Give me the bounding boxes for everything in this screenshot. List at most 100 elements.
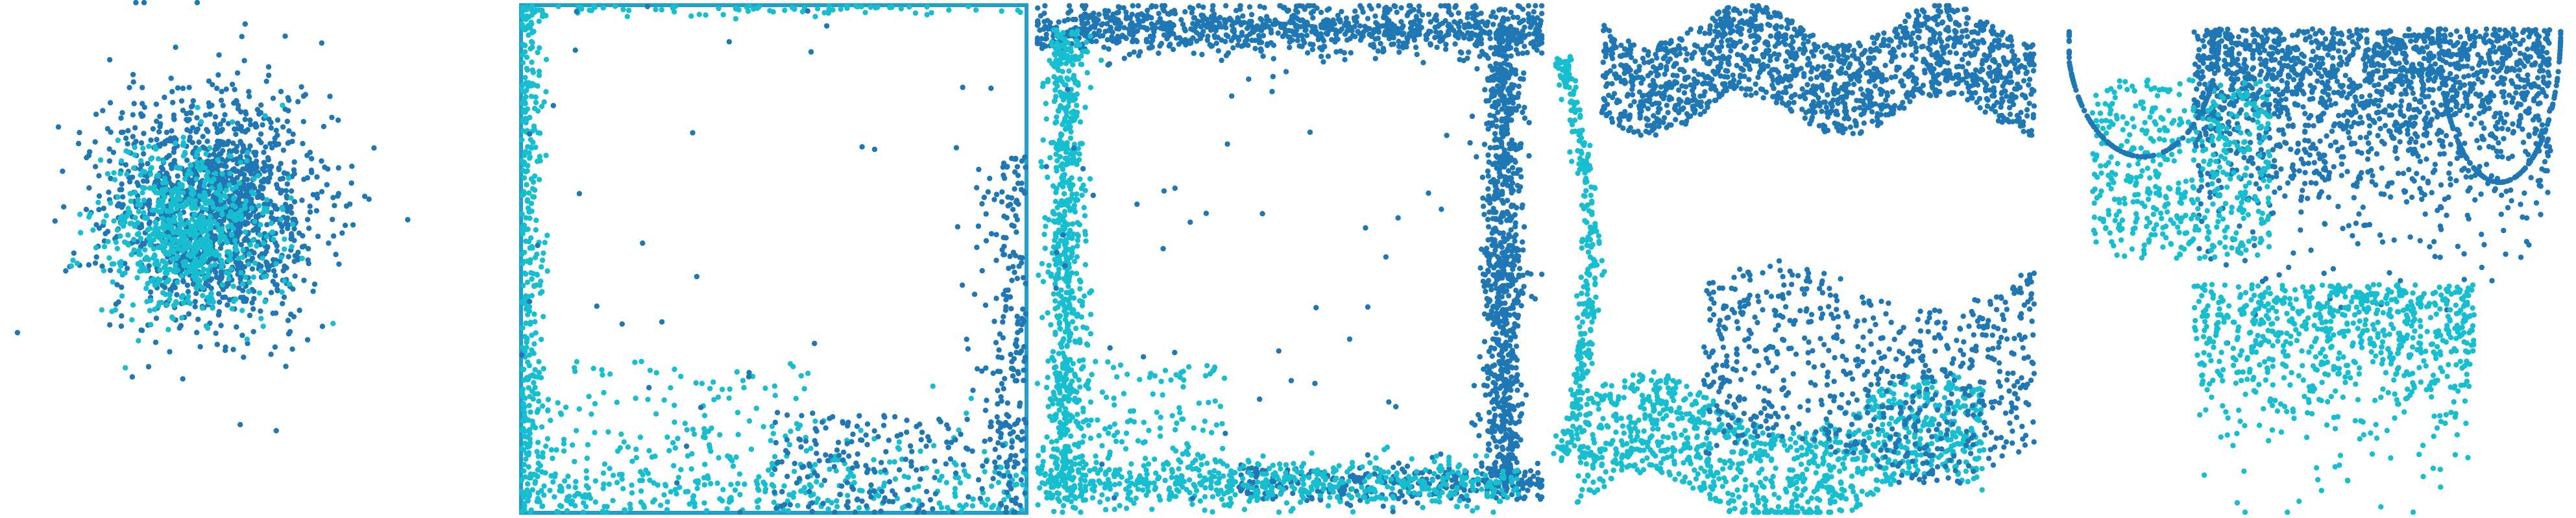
scatter-point: [801, 485, 808, 491]
scatter-point: [55, 124, 62, 130]
scatter-point: [881, 480, 888, 486]
scatter-point: [1461, 35, 1467, 41]
scatter-point: [921, 509, 927, 515]
scatter-point: [163, 238, 169, 245]
scatter-point: [138, 260, 143, 265]
scatter-point: [1397, 489, 1403, 495]
scatter-point: [522, 153, 528, 158]
scatter-point: [141, 0, 147, 6]
scatter-point: [821, 478, 828, 484]
scatter-point: [1420, 60, 1426, 66]
scatter-point: [129, 174, 136, 180]
scatter-point: [329, 114, 335, 121]
scatter-point: [808, 49, 814, 55]
scatter-point: [194, 239, 200, 245]
scatter-point: [258, 131, 264, 137]
scatter-point: [945, 426, 951, 432]
scatter-point: [243, 111, 249, 117]
scatter-point: [638, 358, 644, 365]
scatter-point: [1538, 50, 1545, 56]
scatter-point: [687, 501, 692, 507]
scatter-point: [655, 482, 661, 488]
scatter-point: [207, 225, 213, 231]
scatter-point: [138, 202, 143, 208]
scatter-point: [161, 226, 167, 232]
scatter-point: [1003, 304, 1009, 310]
scatter-point: [1021, 318, 1027, 324]
scatter-point: [93, 254, 99, 260]
scatter-point: [199, 204, 205, 210]
scatter-point: [591, 3, 597, 9]
scatter-point: [286, 128, 292, 134]
scatter-point: [1433, 29, 1439, 35]
scatter-point: [979, 486, 985, 492]
scatter-point: [1015, 371, 1021, 376]
scatter-point: [526, 131, 533, 137]
scatter-point: [952, 490, 958, 496]
scatter-point: [664, 507, 670, 513]
scatter-point: [868, 494, 874, 500]
scatter-point: [564, 497, 570, 503]
scatter-point: [1223, 32, 1230, 38]
scatter-point: [1000, 443, 1006, 449]
scatter-point: [152, 228, 158, 234]
scatter-point: [1065, 10, 1071, 16]
scatter-point: [279, 228, 285, 235]
scatter-point: [215, 227, 222, 233]
scatter-point: [109, 261, 115, 267]
scatter-point: [223, 86, 229, 92]
scatter-point: [532, 478, 539, 484]
scatter-point: [520, 325, 526, 331]
scatter-point: [950, 509, 956, 515]
scatter-point: [1261, 5, 1267, 10]
scatter-point: [302, 92, 308, 97]
scatter-point: [124, 265, 130, 271]
scatter-point: [1008, 306, 1014, 312]
scatter-point: [178, 98, 185, 104]
scatter-point: [180, 278, 186, 284]
scatter-point: [1013, 452, 1019, 459]
scatter-point: [959, 282, 966, 288]
scatter-point: [694, 273, 700, 280]
scatter-point: [785, 508, 792, 514]
scatter-point: [136, 247, 142, 253]
scatter-point: [254, 123, 260, 129]
scatter-point: [260, 240, 267, 246]
scatter-point: [520, 60, 526, 66]
scatter-point: [762, 486, 769, 492]
scatter-point: [160, 191, 166, 197]
scatter-point: [964, 410, 969, 416]
scatter-point: [982, 438, 988, 444]
scatter-point: [152, 260, 159, 265]
scatter-point: [1017, 502, 1023, 508]
scatter-point: [840, 457, 846, 463]
scatter-point: [189, 188, 195, 193]
scatter-point: [260, 255, 265, 261]
scatter-point: [518, 427, 525, 433]
scatter-point: [70, 257, 76, 264]
scatter-point: [133, 0, 139, 6]
scatter-point: [279, 204, 285, 210]
scatter-point: [1023, 164, 1028, 170]
scatter-point: [242, 21, 248, 27]
scatter-point: [999, 380, 1005, 387]
scatter-point: [790, 494, 797, 500]
scatter-point: [896, 467, 903, 473]
scatter-point: [223, 164, 229, 169]
scatter-point: [106, 190, 112, 195]
scatter-point: [113, 239, 119, 245]
scatter-point: [974, 366, 980, 372]
scatter-point: [522, 270, 528, 277]
scatter-point: [156, 129, 162, 135]
scatter-point: [210, 305, 215, 311]
scatter-point: [125, 141, 130, 147]
scatter-point: [232, 86, 237, 93]
scatter-point: [521, 175, 528, 181]
scatter-point: [200, 293, 206, 299]
scatter-point: [1006, 413, 1012, 419]
scatter-point: [330, 216, 335, 223]
scatter-point: [130, 236, 137, 243]
scatter-point: [336, 261, 342, 267]
scatter-point: [127, 191, 133, 197]
scatter-point: [152, 219, 158, 225]
